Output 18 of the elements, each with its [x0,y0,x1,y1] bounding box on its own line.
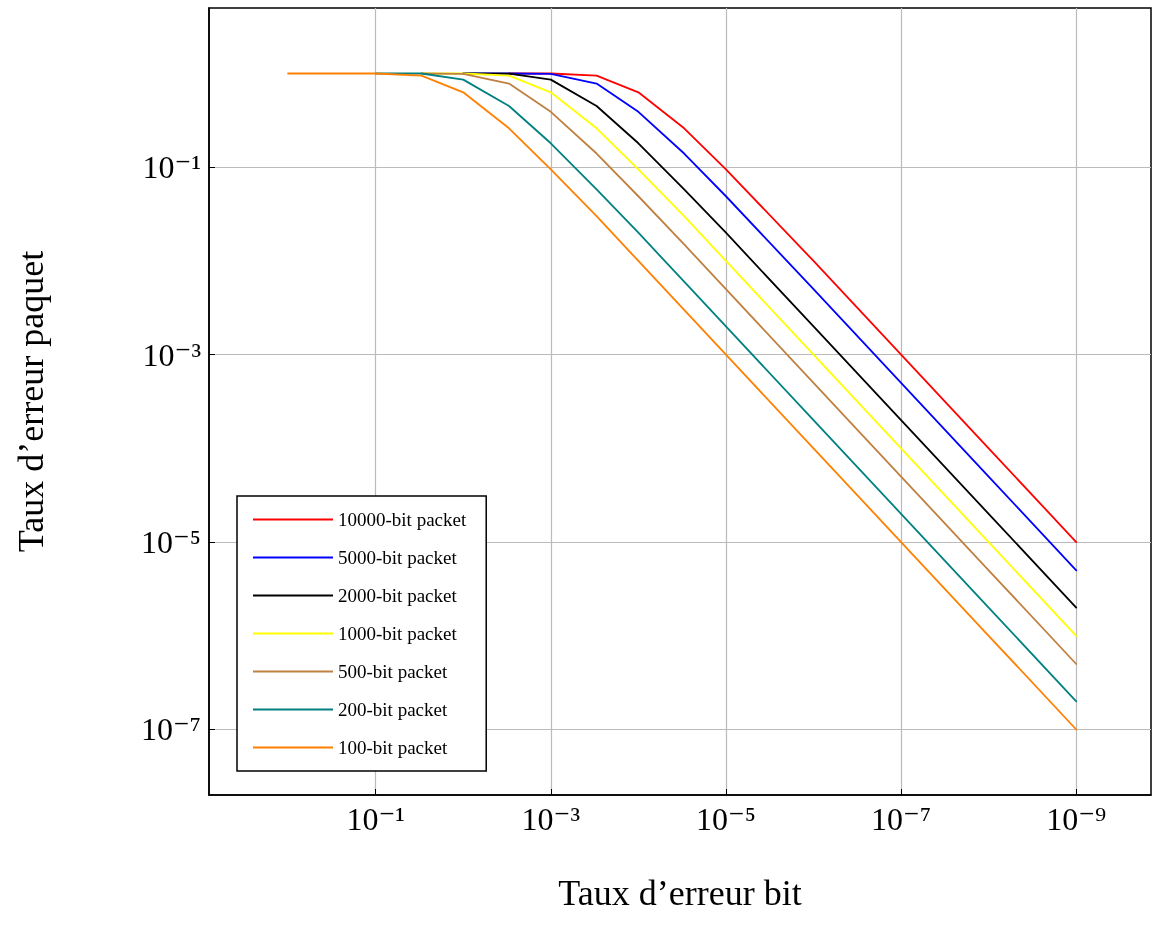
y-axis-title: Taux d’erreur paquet [11,250,51,553]
legend-label: 5000-bit packet [338,547,458,568]
y-tick-label: 10⁻³ [142,336,201,373]
legend-label: 100-bit packet [338,737,448,758]
legend-label: 500-bit packet [338,661,448,682]
x-tick-label: 10⁻⁵ [695,801,756,837]
x-tick-label: 10⁻³ [521,801,581,837]
y-tick-label: 10⁻⁷ [140,711,201,748]
x-tick-label: 10⁻⁷ [871,801,932,837]
legend-label: 200-bit packet [338,699,448,720]
legend-label: 1000-bit packet [338,623,458,644]
x-axis-title: Taux d’erreur bit [558,873,802,913]
x-tick-label: 10⁻¹ [346,801,405,837]
legend-label: 2000-bit packet [338,585,458,606]
legend-label: 10000-bit packet [338,509,467,530]
y-tick-label: 10⁻⁵ [140,524,201,561]
y-tick-label: 10⁻¹ [142,149,201,186]
x-tick-label: 10⁻⁹ [1046,801,1107,837]
